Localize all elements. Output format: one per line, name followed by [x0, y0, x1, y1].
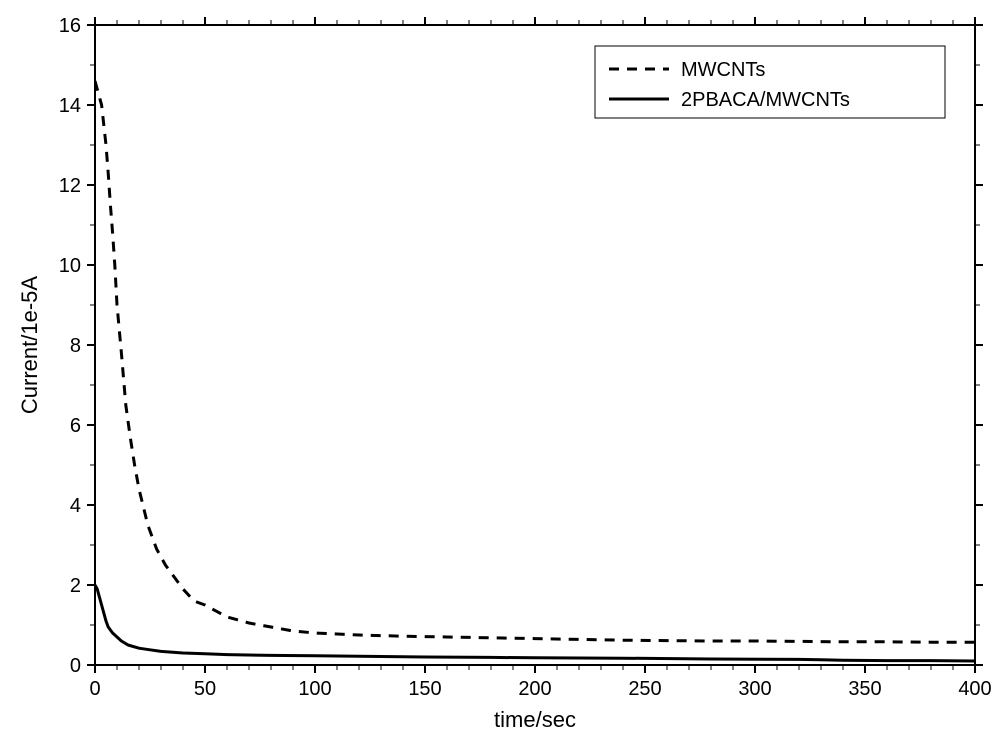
y-tick-label: 8 [70, 335, 81, 357]
chart-svg: 0 50 100 150 200 250 300 350 400 time/sec 0 2 4 6 8 10 1… [0, 0, 1000, 749]
x-tick-label: 100 [298, 678, 331, 700]
x-tick-label: 300 [738, 678, 771, 700]
y-tick-label: 4 [70, 495, 81, 517]
x-tick-label: 0 [89, 678, 100, 700]
x-tick-label: 400 [958, 678, 991, 700]
legend-label-mwcnts: MWCNTs [681, 59, 765, 81]
y-tick-label: 0 [70, 655, 81, 677]
y-tick-label: 2 [70, 575, 81, 597]
y-tick-label: 16 [59, 15, 81, 37]
series-group [95, 81, 975, 661]
x-axis-label: time/sec [494, 707, 576, 732]
legend-label-2pbaca-mwcnts: 2PBACA/MWCNTs [681, 89, 850, 111]
y-axis-label: Current/1e-5A [17, 276, 42, 415]
y-tick-label: 12 [59, 175, 81, 197]
x-tick-label: 150 [408, 678, 441, 700]
y-tick-label: 6 [70, 415, 81, 437]
x-tick-label: 200 [518, 678, 551, 700]
chart-container: 0 50 100 150 200 250 300 350 400 time/sec 0 2 4 6 8 10 1… [0, 0, 1000, 749]
x-tick-label: 350 [848, 678, 881, 700]
y-tick-label: 14 [59, 95, 81, 117]
series-2pbaca-mwcnts [95, 585, 975, 661]
legend: MWCNTs 2PBACA/MWCNTs [595, 46, 945, 118]
series-mwcnts [95, 81, 975, 642]
plot-frame [95, 25, 975, 665]
x-tick-label: 50 [194, 678, 216, 700]
x-tick-label: 250 [628, 678, 661, 700]
y-tick-label: 10 [59, 255, 81, 277]
